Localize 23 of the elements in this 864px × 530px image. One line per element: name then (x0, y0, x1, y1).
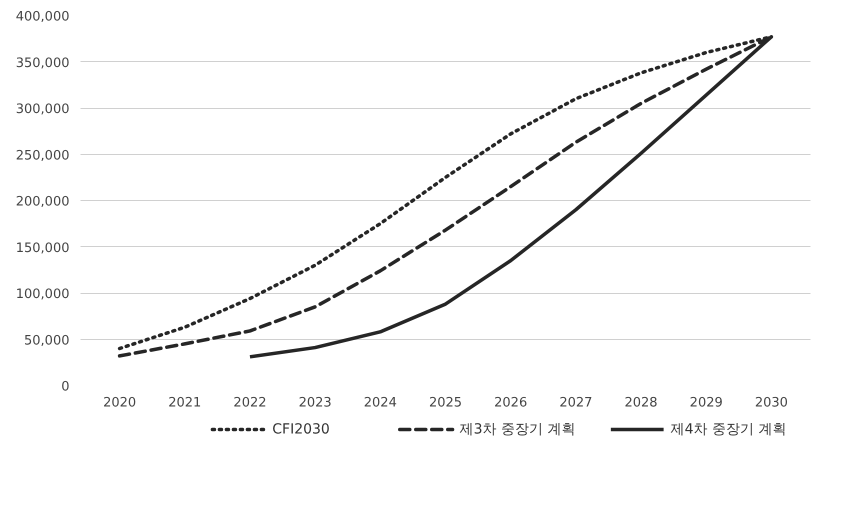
x-tick-label: 2030 (754, 396, 788, 410)
y-tick-label: 50,000 (24, 333, 70, 348)
x-tick-label: 2021 (168, 396, 202, 410)
x-tick-label: 2024 (364, 396, 397, 410)
x-tick-label: 2028 (624, 396, 658, 410)
x-tick-label: 2020 (103, 396, 136, 410)
y-tick-label: 300,000 (16, 102, 70, 117)
legend-label: 제4차 중장기 계획 (670, 422, 786, 438)
y-tick-label: 100,000 (16, 287, 70, 302)
x-tick-label: 2025 (428, 396, 462, 410)
legend-label: CFI2030 (272, 422, 330, 438)
y-tick-label: 400,000 (16, 10, 70, 24)
y-tick-label: 350,000 (16, 56, 70, 71)
x-tick-label: 2029 (690, 396, 723, 410)
y-tick-label: 250,000 (16, 148, 70, 164)
x-tick-label: 2022 (233, 396, 267, 410)
x-tick-label: 2026 (494, 396, 528, 410)
y-tick-label: 150,000 (16, 240, 70, 256)
x-tick-label: 2027 (559, 396, 592, 410)
y-tick-label: 0 (61, 380, 70, 394)
legend-label: 제3차 중장기 계획 (460, 422, 576, 438)
y-tick-label: 200,000 (16, 194, 70, 210)
x-tick-label: 2023 (298, 396, 332, 410)
